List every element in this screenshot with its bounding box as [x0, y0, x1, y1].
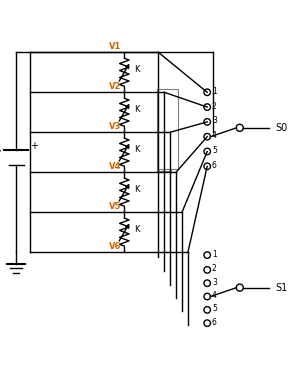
Text: 3: 3	[212, 278, 217, 287]
Text: S1: S1	[275, 283, 287, 292]
Text: 1: 1	[212, 87, 217, 96]
Text: V1: V1	[109, 42, 121, 51]
Text: K: K	[134, 65, 139, 74]
Text: V2: V2	[109, 82, 121, 91]
Text: K: K	[134, 105, 139, 114]
Text: 6: 6	[212, 318, 217, 327]
Text: K: K	[134, 185, 139, 194]
Text: +: +	[30, 141, 38, 151]
Text: K: K	[134, 145, 139, 154]
Text: 5: 5	[212, 146, 217, 155]
Text: K: K	[134, 225, 139, 234]
Text: 3: 3	[212, 116, 217, 126]
Text: S0: S0	[275, 123, 287, 133]
Bar	[157, 169, 171, 171]
Bar	[157, 89, 178, 169]
Text: 2: 2	[212, 102, 217, 111]
Text: 6: 6	[212, 161, 217, 170]
Text: 2: 2	[212, 264, 217, 273]
Text: 5V: 5V	[0, 150, 1, 159]
Text: V5: V5	[109, 202, 121, 211]
Text: 4: 4	[212, 131, 217, 140]
Text: V3: V3	[109, 122, 121, 131]
Text: V6: V6	[109, 242, 121, 251]
Text: 4: 4	[212, 291, 217, 300]
Text: 5: 5	[212, 304, 217, 313]
Text: 1: 1	[212, 250, 217, 259]
Text: V4: V4	[109, 162, 121, 171]
